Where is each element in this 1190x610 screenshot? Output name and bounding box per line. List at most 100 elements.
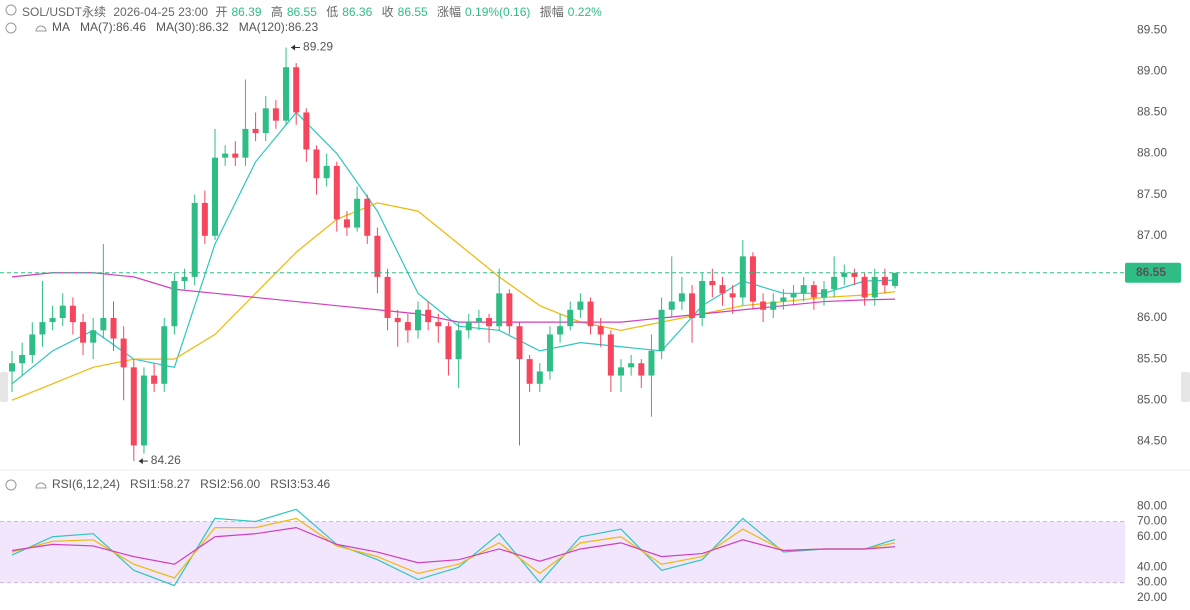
annotation-arrowhead bbox=[291, 44, 296, 51]
scroll-right[interactable] bbox=[1181, 372, 1190, 402]
y-tick-label: 89.00 bbox=[1137, 64, 1167, 78]
legend-entry: RSI2:56.00 bbox=[200, 477, 260, 491]
candle-body bbox=[110, 318, 117, 339]
candle-body bbox=[790, 293, 797, 298]
legend-entry: RSI(6,12,24) bbox=[52, 477, 120, 491]
candle-body bbox=[272, 108, 279, 121]
y-tick-label: 84.50 bbox=[1137, 434, 1167, 448]
candle-body bbox=[678, 293, 685, 302]
field-label: 振幅 bbox=[539, 5, 564, 19]
candle-body bbox=[475, 318, 482, 323]
candle-body bbox=[191, 202, 198, 277]
candle-body bbox=[181, 276, 188, 281]
time: 2026-04-25 23:00 bbox=[113, 5, 209, 19]
candle-body bbox=[90, 330, 97, 343]
eye-icon bbox=[35, 482, 47, 489]
candle-body bbox=[526, 359, 533, 384]
candle-body bbox=[151, 375, 158, 384]
header: SOL/USDT永续 2026-04-25 23:00 开 86.39 高 86.5… bbox=[22, 3, 608, 20]
y-tick-label: 89.50 bbox=[1137, 22, 1167, 36]
candle-body bbox=[323, 165, 330, 179]
candle-body bbox=[719, 285, 726, 294]
y-tick-label: 88.50 bbox=[1137, 105, 1167, 119]
candle-body bbox=[19, 355, 26, 364]
candle-body bbox=[760, 301, 767, 310]
legend-entry: MA(7):86.46 bbox=[80, 20, 146, 34]
candle-body bbox=[9, 363, 15, 372]
collapse-icon[interactable] bbox=[5, 22, 17, 34]
series-line bbox=[11, 517, 896, 579]
candle-body bbox=[638, 363, 645, 376]
field-value: 86.55 bbox=[397, 5, 428, 19]
legend-entry: MA(30):86.32 bbox=[156, 20, 229, 34]
candle-body bbox=[364, 198, 371, 236]
annotation: 84.26 bbox=[151, 453, 181, 467]
candle-body bbox=[455, 330, 462, 360]
candle-body bbox=[871, 276, 878, 298]
candle-body bbox=[536, 371, 543, 384]
y-tick-label: 85.50 bbox=[1137, 351, 1167, 365]
field-value: 0.19%(0.16) bbox=[465, 5, 531, 19]
field-value: 86.36 bbox=[342, 5, 373, 19]
y-tick-label: 87.00 bbox=[1137, 228, 1167, 242]
candle-body bbox=[80, 322, 87, 343]
candle-body bbox=[587, 301, 594, 327]
candle-body bbox=[486, 318, 493, 327]
candle-body bbox=[516, 326, 523, 360]
candle-body bbox=[303, 112, 310, 150]
candle-body bbox=[861, 276, 868, 298]
candle-body bbox=[892, 272, 899, 286]
candle-body bbox=[567, 309, 574, 327]
candle-body bbox=[171, 281, 178, 327]
candle-body bbox=[120, 338, 127, 368]
y-tick-label: 40.00 bbox=[1137, 559, 1167, 573]
y-tick-label: 60.00 bbox=[1137, 529, 1167, 543]
eye-icon bbox=[35, 25, 47, 32]
y-tick-label: 87.50 bbox=[1137, 187, 1167, 201]
legend-entry: RSI3:53.46 bbox=[270, 477, 330, 491]
candle-body bbox=[689, 293, 696, 318]
candle-body bbox=[201, 202, 208, 236]
candle-body bbox=[69, 305, 76, 323]
candle-body bbox=[374, 235, 381, 277]
candle-body bbox=[212, 157, 218, 236]
candle-body bbox=[628, 363, 635, 368]
candle-body bbox=[252, 128, 259, 133]
y-tick-label: 86.00 bbox=[1137, 310, 1167, 324]
candle-body bbox=[222, 153, 229, 158]
annotation-arrowhead bbox=[138, 458, 143, 465]
annotation: 89.29 bbox=[303, 40, 333, 54]
candle-body bbox=[343, 219, 350, 228]
candle-body bbox=[425, 309, 432, 323]
scroll-left[interactable] bbox=[0, 372, 8, 402]
candle-body bbox=[658, 309, 665, 351]
candle-body bbox=[597, 326, 604, 335]
candle-body bbox=[709, 281, 716, 286]
collapse-icon[interactable] bbox=[5, 4, 17, 16]
candle-body bbox=[404, 322, 411, 331]
y-tick-label: 80.00 bbox=[1137, 498, 1167, 512]
candle-body bbox=[293, 67, 300, 113]
candle-body bbox=[283, 67, 290, 121]
candle-body bbox=[100, 318, 107, 331]
field-label: 开 bbox=[215, 5, 228, 19]
candle-body bbox=[313, 149, 320, 179]
candle-body bbox=[770, 301, 777, 310]
series-line bbox=[11, 526, 896, 565]
candle-body bbox=[648, 350, 655, 376]
band bbox=[0, 521, 1125, 583]
collapse-icon[interactable] bbox=[5, 479, 17, 491]
candle-body bbox=[354, 198, 361, 228]
candle-body bbox=[140, 375, 147, 446]
series-line bbox=[11, 111, 896, 385]
candle-body bbox=[729, 293, 736, 298]
candle-body bbox=[821, 289, 827, 298]
candle-body bbox=[242, 128, 249, 158]
y-tick-label: 20.00 bbox=[1137, 590, 1167, 604]
candle-body bbox=[384, 276, 391, 318]
candle-body bbox=[415, 309, 421, 331]
candle-body bbox=[262, 108, 269, 133]
candle-body bbox=[668, 301, 675, 310]
candle-body bbox=[59, 305, 66, 318]
